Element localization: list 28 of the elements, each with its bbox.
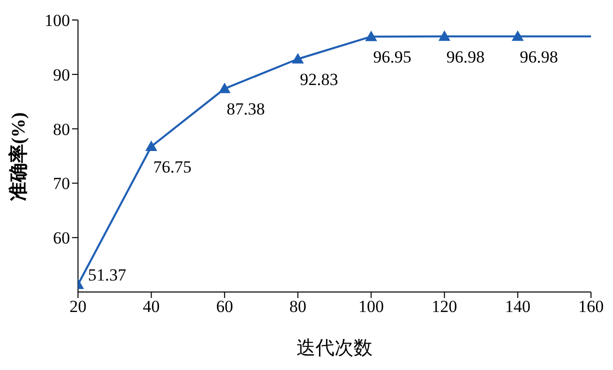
data-label: 96.98 [520, 47, 558, 66]
point [218, 82, 231, 94]
x-tick-label: 120 [432, 297, 458, 316]
y-tick-label: 80 [53, 120, 70, 139]
x-tick-label: 140 [504, 297, 530, 316]
y-tick-label: 60 [53, 228, 70, 248]
point [365, 30, 378, 42]
x-axis-title: 迭代次数 [296, 338, 372, 359]
point [512, 30, 524, 41]
x-tick-label: 20 [70, 297, 86, 316]
data-label: 96.95 [373, 48, 412, 67]
data-label: 92.83 [300, 70, 338, 90]
y-tick-label: 100 [44, 11, 70, 30]
data-label: 51.37 [88, 266, 127, 285]
point [292, 53, 304, 64]
x-tick-label: 100 [358, 297, 384, 316]
data-label: 76.75 [153, 157, 192, 176]
y-tick-label: 90 [53, 65, 70, 84]
x-tick-label: 80 [289, 297, 306, 316]
y-tick-label: 70 [53, 174, 70, 194]
data-label: 96.98 [446, 47, 485, 66]
x-tick-label: 40 [142, 297, 160, 316]
point [438, 30, 450, 41]
x-tick-label: 60 [216, 297, 234, 316]
x-tick-label: 160 [578, 297, 604, 316]
y-axis-title: 准确率(%) [8, 112, 30, 201]
point [145, 140, 158, 151]
data-label: 87.38 [226, 100, 265, 119]
